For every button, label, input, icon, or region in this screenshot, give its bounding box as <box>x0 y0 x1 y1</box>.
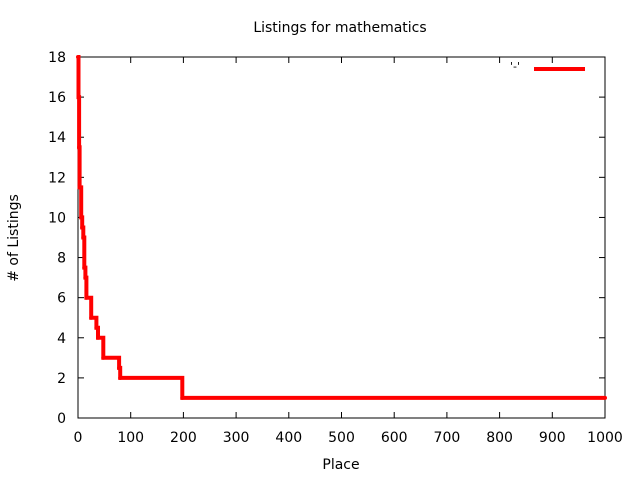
data-point <box>117 365 122 370</box>
axis-tick-labels: 0 100 200 300 400 500 600 700 800 900 1000 0 2 4 6 8 10 1… <box>48 50 623 446</box>
data-point <box>96 335 100 340</box>
data-point <box>94 325 99 330</box>
x-tick-label: 900 <box>539 430 566 446</box>
series-layer <box>76 55 607 400</box>
chart-title: Listings for mathematics <box>253 20 426 36</box>
axis-ticks <box>77 56 606 419</box>
x-tick-label: 100 <box>117 430 144 446</box>
y-tick-label: 16 <box>48 90 66 106</box>
data-point <box>77 145 82 150</box>
data-point <box>79 215 84 220</box>
data-point <box>84 295 89 300</box>
y-tick-label: 18 <box>48 50 66 66</box>
data-point <box>118 375 123 380</box>
y-tick-label: 14 <box>48 130 66 146</box>
data-point <box>89 315 94 320</box>
legend: '-' <box>510 60 585 73</box>
x-tick-label: 300 <box>223 430 250 446</box>
data-point <box>81 235 86 240</box>
x-tick-label: 500 <box>328 430 355 446</box>
x-tick-label: 1000 <box>587 430 623 446</box>
x-tick-label: 200 <box>170 430 197 446</box>
data-point <box>77 185 82 190</box>
data-point <box>82 265 87 270</box>
legend-label: '-' <box>510 60 520 73</box>
y-tick-label: 8 <box>57 251 66 267</box>
data-point <box>603 395 607 400</box>
data-point <box>83 275 88 280</box>
x-tick-label: 800 <box>486 430 513 446</box>
data-point <box>180 395 185 400</box>
y-tick-label: 6 <box>57 291 66 307</box>
y-tick-label: 4 <box>57 331 66 347</box>
y-tick-label: 2 <box>57 371 66 387</box>
series-line <box>76 55 605 400</box>
x-tick-label: 600 <box>381 430 408 446</box>
x-axis-label: Place <box>322 457 359 473</box>
y-tick-label: 0 <box>57 411 66 427</box>
x-tick-label: 0 <box>74 430 83 446</box>
data-point <box>80 225 85 230</box>
y-axis-label: # of Listings <box>6 194 22 282</box>
x-tick-label: 700 <box>434 430 461 446</box>
data-point <box>76 55 80 59</box>
data-point <box>76 95 81 100</box>
plot-frame <box>77 56 606 419</box>
data-point <box>101 355 106 360</box>
y-tick-label: 12 <box>48 170 66 186</box>
x-tick-label: 400 <box>275 430 302 446</box>
y-tick-label: 10 <box>48 210 66 226</box>
